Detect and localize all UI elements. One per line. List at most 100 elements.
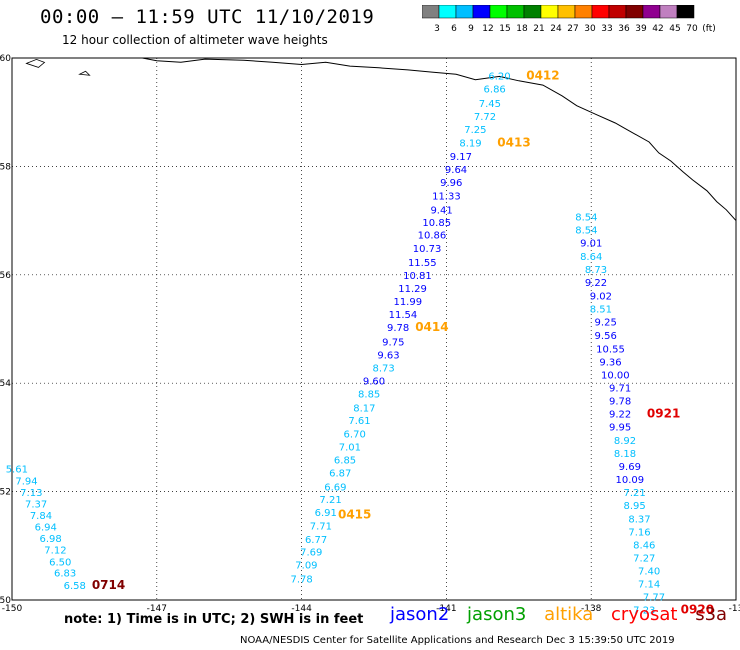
- swh-value-label: 7.21: [319, 495, 341, 506]
- lat-tick-label: 52: [0, 488, 11, 498]
- swh-value-label: 10.81: [403, 271, 432, 282]
- pass-time-label: 0920: [681, 603, 714, 617]
- swh-value-label: 8.85: [358, 389, 380, 400]
- legend-s3a: s3a: [695, 604, 728, 625]
- lon-tick-label: -147: [147, 604, 167, 614]
- swh-value-label: 10.73: [413, 244, 442, 255]
- colorbar-tick-label: 15: [499, 24, 510, 34]
- swh-value-label: 7.12: [44, 545, 66, 556]
- colorbar-tick-label: 30: [584, 24, 596, 34]
- legend-jason3: jason3: [467, 604, 527, 625]
- swh-value-label: 7.71: [310, 522, 332, 533]
- swh-value-label: 7.69: [300, 548, 322, 559]
- color-scale-bar: 3 6 9 12 15 18 21 24 27 30 33 36 39 42 45 70 (ft): [422, 5, 716, 34]
- legend-cryosat: cryosat: [611, 604, 678, 625]
- pass-time-label: 0714: [92, 578, 125, 592]
- swh-value-label: 7.72: [474, 112, 496, 123]
- swh-value-label: 11.29: [398, 284, 427, 295]
- lon-tick-label: -150: [2, 604, 23, 614]
- footer-note: note: 1) Time is in UTC; 2) SWH is in fe…: [64, 612, 364, 627]
- swh-value-label: 9.22: [585, 278, 607, 289]
- swh-value-label: 8.64: [580, 252, 602, 263]
- swh-value-label: 8.51: [590, 305, 612, 316]
- pass-time-label: 0921: [647, 406, 680, 420]
- swh-value-label: 8.95: [624, 501, 646, 512]
- swh-value-label: 8.37: [628, 514, 650, 525]
- colorbar-tick-label: 6: [451, 24, 457, 34]
- swh-value-label: 6.50: [49, 557, 71, 568]
- lon-tick-label: -13: [729, 604, 740, 614]
- swh-value-label: 9.60: [363, 376, 385, 387]
- swh-value-label: 7.27: [633, 554, 655, 565]
- swh-value-label: 9.22: [609, 409, 631, 420]
- legend-altika: altika: [544, 604, 594, 625]
- swh-value-label: 9.02: [590, 292, 612, 303]
- swh-value-label: 8.92: [614, 436, 636, 447]
- colorbar-swatch: [676, 5, 695, 19]
- map-title: 00:00 – 11:59 UTC 11/10/2019: [40, 6, 375, 28]
- swh-value-label: 6.98: [39, 534, 61, 545]
- colorbar-tick-label: 42: [652, 24, 663, 34]
- swh-value-label: 10.85: [422, 218, 451, 229]
- swh-value-label: 6.87: [329, 468, 351, 479]
- colorbar-tick-label: 21: [533, 24, 544, 34]
- swh-value-label: 7.45: [479, 99, 501, 110]
- swh-value-label: 10.09: [615, 475, 644, 486]
- swh-value-label: 6.91: [315, 508, 337, 519]
- swh-value-label: 7.78: [290, 575, 312, 586]
- colorbar-tick-label: 36: [618, 24, 630, 34]
- swh-value-label: 9.41: [430, 206, 452, 217]
- lon-tick-label: -138: [581, 604, 602, 614]
- swh-value-label: 7.09: [295, 561, 317, 572]
- colorbar-tick-label: 12: [482, 24, 493, 34]
- swh-value-label: 8.73: [585, 265, 607, 276]
- colorbar-tick-label: (ft): [702, 24, 716, 34]
- swh-value-label: 6.69: [324, 483, 346, 494]
- swh-value-label: 9.96: [440, 178, 462, 189]
- swh-value-label: 9.56: [595, 331, 617, 342]
- swh-value-label: 10.55: [596, 344, 625, 355]
- lat-tick-label: 56: [0, 271, 11, 281]
- legend-jason2: jason2: [390, 604, 450, 625]
- lon-tick-label: -141: [436, 604, 456, 614]
- swh-value-label: 7.25: [464, 125, 486, 136]
- swh-value-label: 11.54: [389, 310, 418, 321]
- lat-tick-label: 50: [0, 596, 11, 606]
- colorbar-tick-label: 9: [468, 24, 474, 34]
- satellite-legend: jason2 jason3 altika cryosat s3a: [390, 604, 739, 625]
- island: [78, 70, 91, 76]
- swh-value-label: 9.01: [580, 239, 602, 250]
- swh-value-label: 6.20: [488, 72, 510, 83]
- swh-value-label: 6.94: [35, 523, 57, 534]
- swh-value-label: 7.13: [20, 488, 42, 499]
- swh-value-label: 11.99: [393, 297, 422, 308]
- swh-value-label: 6.85: [334, 455, 356, 466]
- swh-value-label: 9.78: [387, 323, 409, 334]
- swh-value-label: 11.33: [432, 191, 461, 202]
- swh-value-label: 9.17: [450, 152, 472, 163]
- swh-value-label: 8.19: [459, 138, 481, 149]
- lat-tick-label: 54: [0, 379, 11, 389]
- swh-value-label: 9.95: [609, 422, 631, 433]
- colorbar-tick-label: 39: [635, 24, 647, 34]
- swh-value-label: 7.94: [15, 477, 37, 488]
- swh-value-label: 7.37: [25, 499, 47, 510]
- swh-value-label: 7.40: [638, 567, 660, 578]
- swh-value-label: 6.83: [54, 569, 76, 580]
- coastline: [142, 57, 737, 222]
- swh-value-label: 7.01: [339, 442, 361, 453]
- swh-value-label: 8.46: [633, 541, 655, 552]
- swh-value-label: 5.61: [6, 465, 28, 476]
- swh-value-label: 9.64: [445, 165, 467, 176]
- island: [25, 58, 46, 68]
- swh-value-label: 9.25: [595, 318, 617, 329]
- swh-value-label: 6.70: [344, 429, 366, 440]
- swh-value-label: 7.61: [348, 416, 370, 427]
- colorbar-tick-label: 3: [434, 24, 440, 34]
- swh-value-label: 11.55: [408, 258, 437, 269]
- swh-value-label: 7.23: [633, 606, 655, 617]
- swh-value-label: 8.17: [353, 403, 375, 414]
- colorbar-tick-label: 24: [550, 24, 562, 34]
- colorbar-tick-label: 18: [516, 24, 528, 34]
